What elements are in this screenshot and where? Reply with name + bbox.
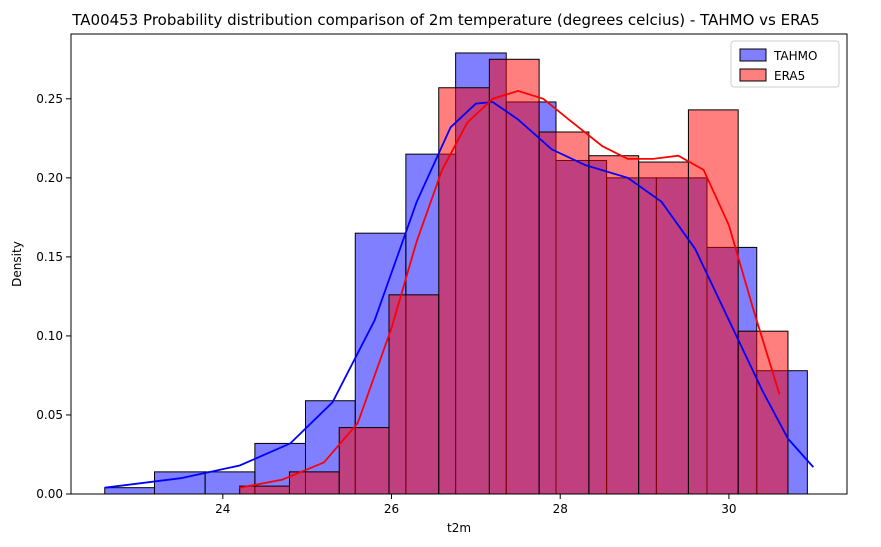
x-tick-label: 24 bbox=[215, 502, 230, 516]
era5-bar bbox=[538, 131, 590, 495]
era5-kde-line bbox=[239, 89, 781, 489]
y-tick-label: 0.10 bbox=[36, 329, 63, 343]
legend-swatch bbox=[739, 68, 767, 82]
era5-bar bbox=[438, 87, 490, 495]
kde-layer bbox=[104, 89, 814, 489]
x-axis: 24 26 28 30 bbox=[215, 494, 737, 516]
x-tick-label: 28 bbox=[553, 502, 568, 516]
y-tick-label: 0.25 bbox=[36, 92, 63, 106]
era5-bar bbox=[388, 294, 440, 495]
plot-frame bbox=[70, 33, 848, 495]
y-tick-label: 0.15 bbox=[36, 250, 63, 264]
legend-label: TAHMO bbox=[773, 49, 817, 63]
tahmo-bar bbox=[104, 487, 156, 495]
x-axis-label: t2m bbox=[447, 521, 471, 535]
y-axis: 0.00 0.05 0.10 0.15 0.20 0.25 bbox=[36, 92, 71, 501]
era5-bar bbox=[239, 485, 290, 495]
era5-bar bbox=[687, 109, 739, 495]
y-tick-label: 0.00 bbox=[36, 487, 63, 501]
tahmo-kde-line bbox=[104, 101, 814, 489]
bars-layer bbox=[104, 52, 808, 495]
y-axis-label: Density bbox=[10, 241, 24, 287]
y-tick-label: 0.05 bbox=[36, 408, 63, 422]
legend-label: ERA5 bbox=[774, 69, 805, 83]
x-tick-label: 30 bbox=[721, 502, 736, 516]
legend-swatch bbox=[739, 48, 767, 62]
legend: TAHMO ERA5 bbox=[730, 40, 840, 88]
x-tick-label: 26 bbox=[384, 502, 399, 516]
era5-bar bbox=[488, 58, 540, 495]
era5-bar bbox=[638, 161, 689, 495]
era5-bar bbox=[288, 471, 340, 495]
era5-bar bbox=[338, 427, 390, 495]
chart-title: TA00453 Probability distribution compari… bbox=[71, 11, 819, 29]
y-tick-label: 0.20 bbox=[36, 171, 63, 185]
era5-bar bbox=[588, 155, 640, 495]
